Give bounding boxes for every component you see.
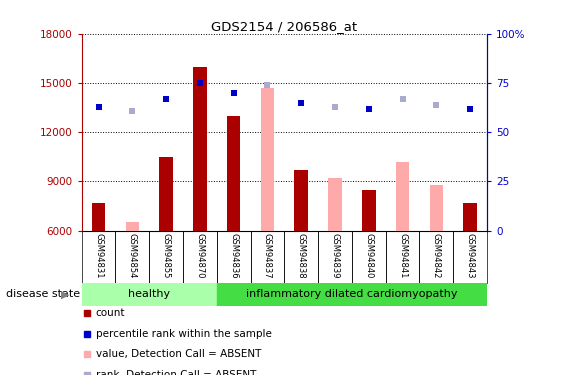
Bar bbox=[284, 231, 318, 283]
Text: percentile rank within the sample: percentile rank within the sample bbox=[96, 329, 271, 339]
Bar bbox=[453, 231, 487, 283]
Bar bbox=[183, 231, 217, 283]
Text: GSM94839: GSM94839 bbox=[330, 233, 339, 279]
Text: GSM94831: GSM94831 bbox=[94, 233, 103, 279]
Text: value, Detection Call = ABSENT: value, Detection Call = ABSENT bbox=[96, 350, 261, 359]
Text: GSM94842: GSM94842 bbox=[432, 233, 441, 279]
Bar bbox=[149, 231, 183, 283]
Bar bbox=[92, 203, 105, 231]
Point bbox=[94, 104, 103, 110]
Text: GSM94836: GSM94836 bbox=[229, 233, 238, 279]
Bar bbox=[261, 88, 274, 231]
Text: inflammatory dilated cardiomyopathy: inflammatory dilated cardiomyopathy bbox=[246, 290, 458, 299]
Text: GSM94854: GSM94854 bbox=[128, 233, 137, 279]
Bar bbox=[352, 231, 386, 283]
Point bbox=[128, 108, 137, 114]
Text: ▶: ▶ bbox=[61, 290, 69, 299]
Bar bbox=[294, 170, 308, 231]
Text: GSM94870: GSM94870 bbox=[195, 233, 204, 279]
Bar bbox=[217, 283, 487, 306]
Text: GSM94837: GSM94837 bbox=[263, 233, 272, 279]
Title: GDS2154 / 206586_at: GDS2154 / 206586_at bbox=[211, 20, 358, 33]
Bar bbox=[251, 231, 284, 283]
Bar bbox=[463, 203, 477, 231]
Point bbox=[432, 102, 441, 108]
Point bbox=[162, 96, 171, 102]
Text: GSM94838: GSM94838 bbox=[297, 233, 306, 279]
Text: disease state: disease state bbox=[6, 290, 80, 299]
Bar bbox=[318, 231, 352, 283]
Bar bbox=[217, 231, 251, 283]
Bar bbox=[419, 231, 453, 283]
Bar bbox=[82, 283, 217, 306]
Point bbox=[330, 104, 339, 110]
Text: count: count bbox=[96, 308, 125, 318]
Bar bbox=[328, 178, 342, 231]
Point bbox=[364, 106, 373, 112]
Bar bbox=[126, 222, 139, 231]
Text: GSM94840: GSM94840 bbox=[364, 233, 373, 279]
Bar bbox=[159, 157, 173, 231]
Text: GSM94841: GSM94841 bbox=[398, 233, 407, 279]
Point bbox=[398, 96, 407, 102]
Bar bbox=[227, 116, 240, 231]
Bar bbox=[396, 162, 409, 231]
Text: GSM94843: GSM94843 bbox=[466, 233, 475, 279]
Bar bbox=[386, 231, 419, 283]
Text: rank, Detection Call = ABSENT: rank, Detection Call = ABSENT bbox=[96, 370, 256, 375]
Bar bbox=[115, 231, 149, 283]
Text: GSM94855: GSM94855 bbox=[162, 233, 171, 279]
Point bbox=[229, 90, 238, 96]
Point bbox=[297, 100, 306, 106]
Bar bbox=[430, 185, 443, 231]
Bar bbox=[193, 67, 207, 231]
Point bbox=[466, 106, 475, 112]
Text: healthy: healthy bbox=[128, 290, 170, 299]
Bar bbox=[82, 231, 115, 283]
Bar bbox=[362, 190, 376, 231]
Point bbox=[195, 80, 204, 86]
Point bbox=[263, 82, 272, 88]
